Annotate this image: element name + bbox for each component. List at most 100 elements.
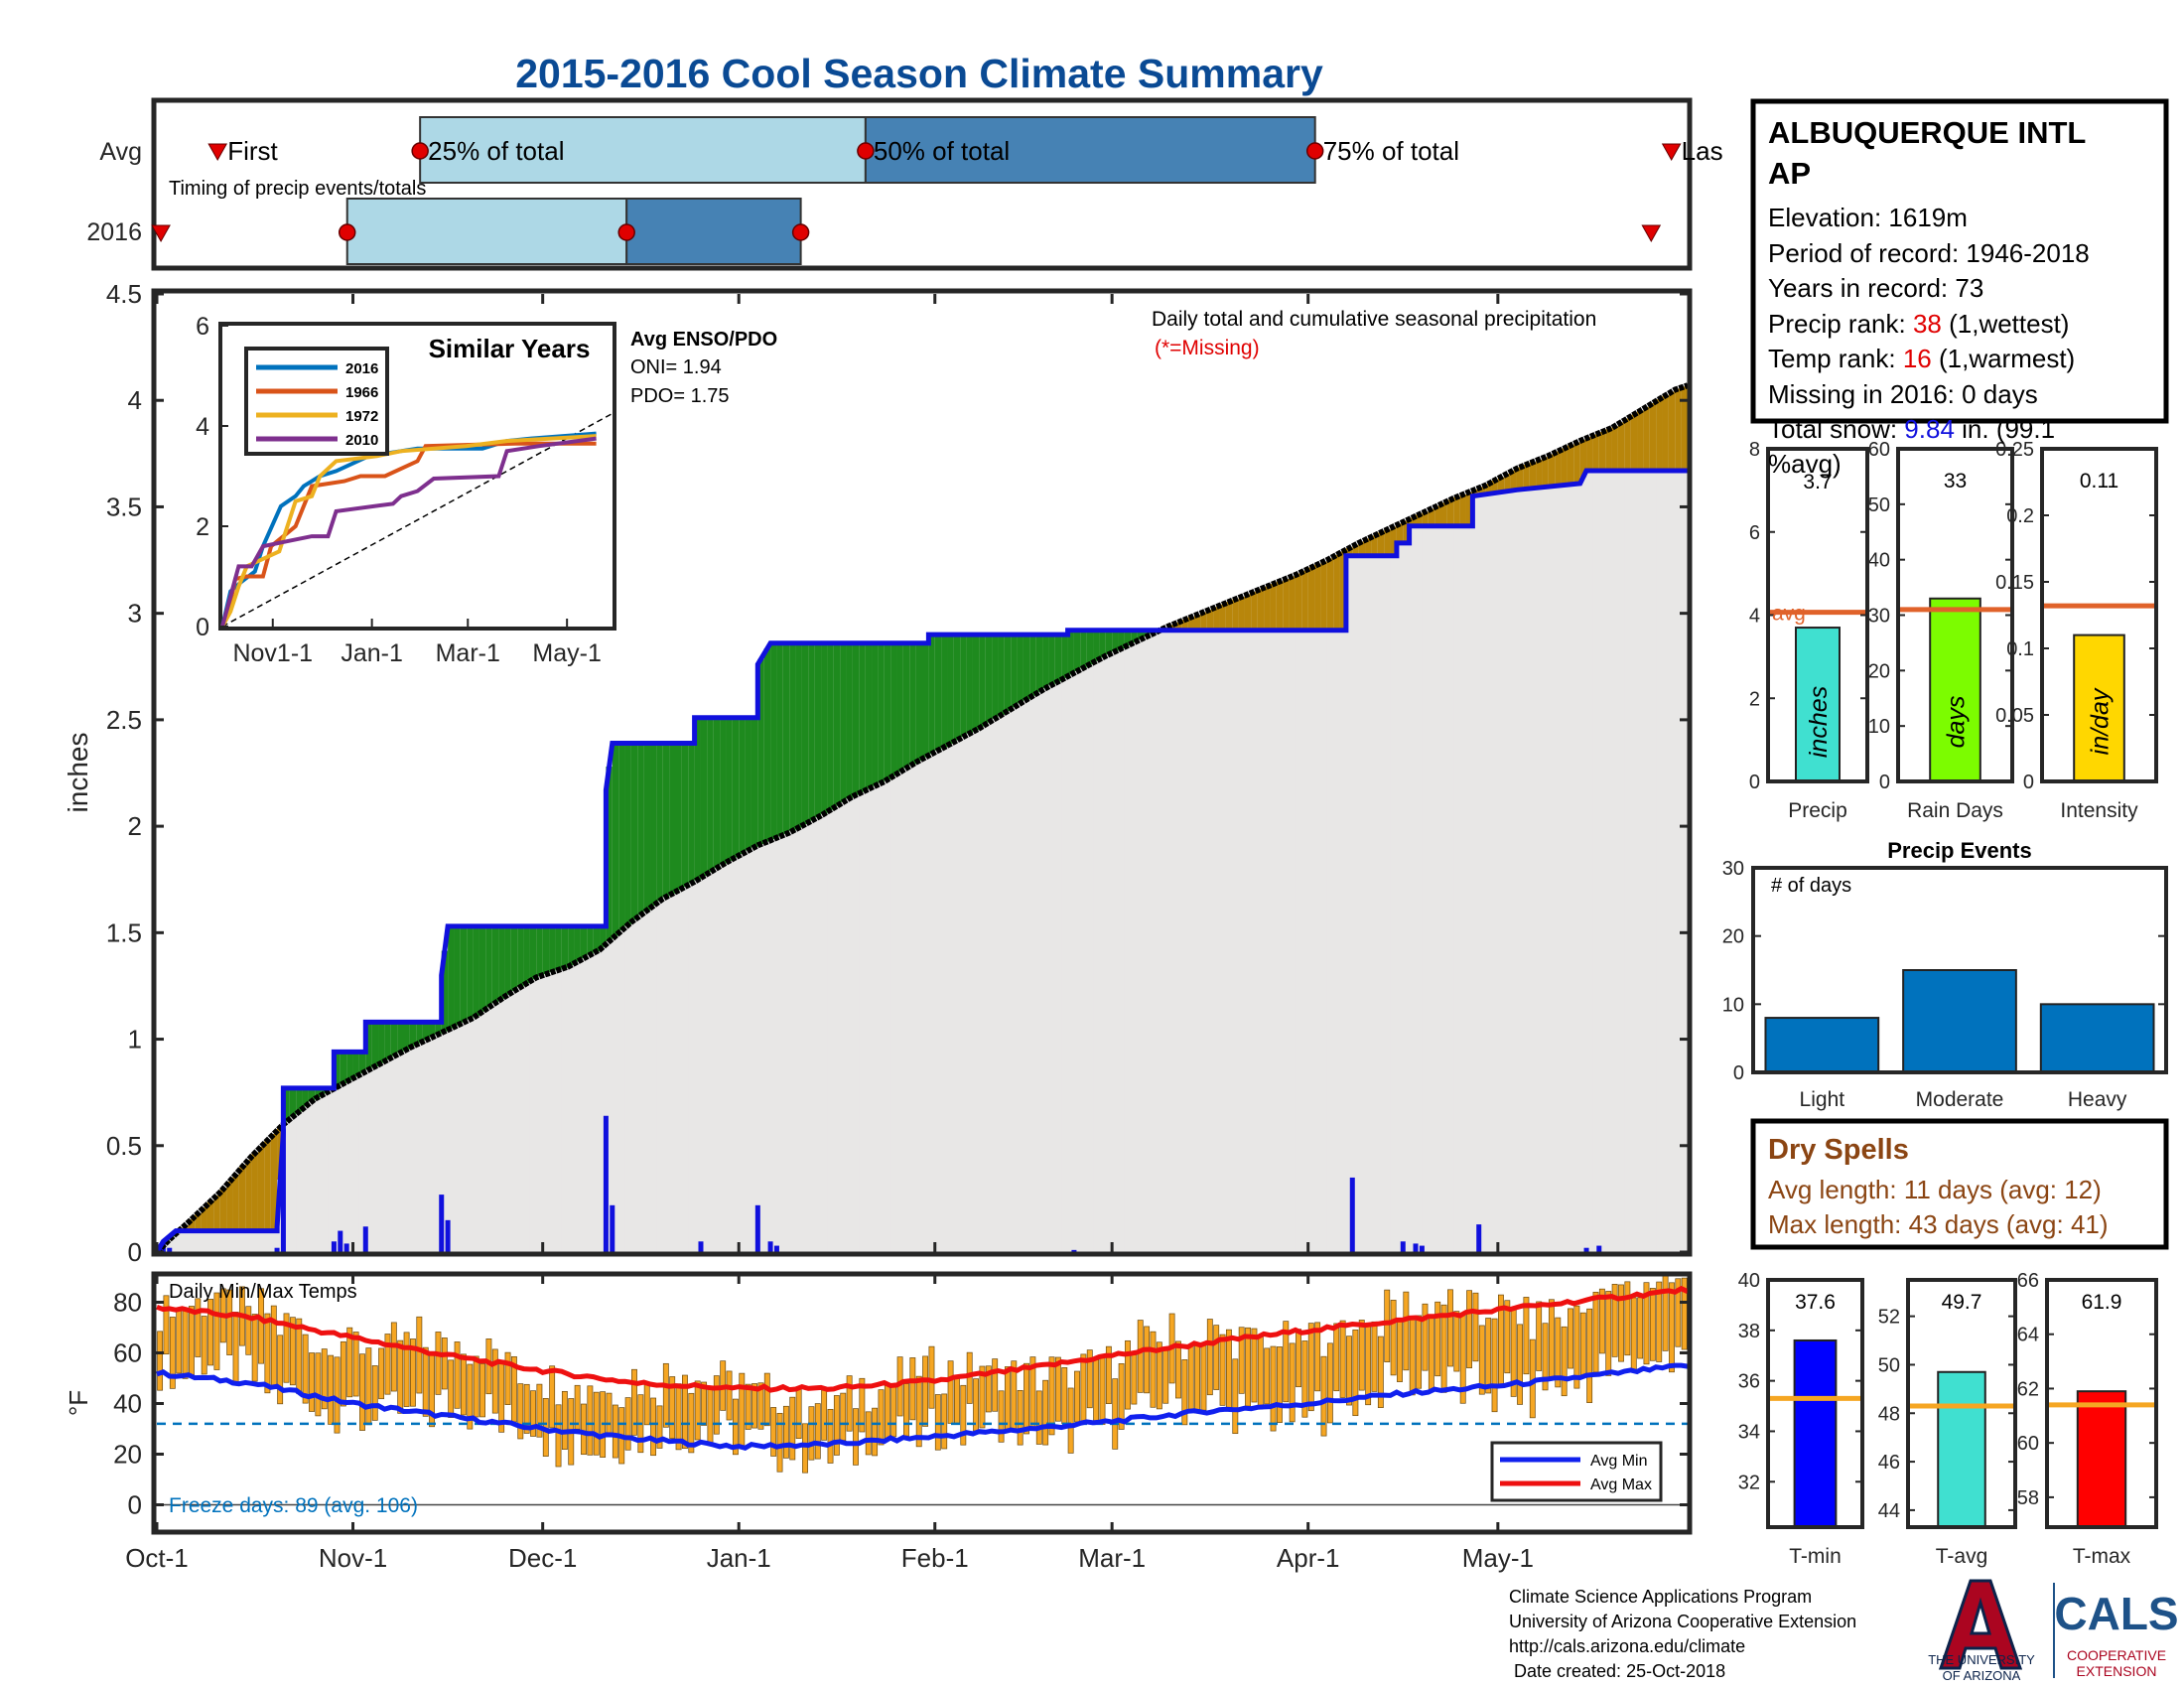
station-elevation: Elevation: 1619m bbox=[1768, 203, 1968, 232]
area-fill bbox=[510, 925, 518, 1252]
daily-temp-bar bbox=[251, 1314, 258, 1382]
below-avg-fill bbox=[1333, 554, 1341, 631]
temp-ytick-label: 0 bbox=[128, 1490, 142, 1520]
below-avg-fill bbox=[1542, 457, 1550, 488]
inset-title: Similar Years bbox=[429, 334, 591, 363]
area-fill bbox=[884, 642, 891, 1252]
daily-temp-bar bbox=[1384, 1289, 1391, 1362]
below-avg-fill bbox=[1536, 459, 1544, 489]
below-avg-fill bbox=[1516, 467, 1524, 490]
area-fill bbox=[1270, 584, 1278, 1252]
y2016-25-marker bbox=[338, 223, 356, 241]
daily-temp-bar bbox=[1219, 1334, 1226, 1406]
above-avg-fill bbox=[1004, 634, 1012, 712]
daily-temp-bar bbox=[1061, 1366, 1068, 1425]
daily-temp-bar bbox=[1630, 1297, 1637, 1372]
area-fill bbox=[745, 717, 752, 1252]
daily-temp-bar bbox=[1428, 1316, 1434, 1391]
footer-program: Climate Science Applications Program bbox=[1509, 1587, 1812, 1607]
daily-temp-bar bbox=[587, 1385, 594, 1456]
area-fill bbox=[1193, 614, 1201, 1252]
stat-ytick-label: 32 bbox=[1738, 1472, 1760, 1493]
main-ytick-label: 4.5 bbox=[106, 279, 142, 309]
below-avg-fill bbox=[251, 1153, 259, 1231]
daily-temp-bar bbox=[321, 1348, 328, 1410]
daily-temp-bar bbox=[1517, 1324, 1523, 1405]
stat-ytick-label: 40 bbox=[1868, 550, 1890, 572]
below-avg-fill bbox=[1301, 570, 1309, 631]
above-avg-fill bbox=[782, 642, 790, 834]
area-fill bbox=[1035, 634, 1043, 1252]
daily-temp-bar bbox=[865, 1411, 872, 1456]
above-avg-fill bbox=[852, 642, 860, 795]
daily-precip-bar bbox=[331, 1241, 337, 1252]
inset-xtick-label: Nov1-1 bbox=[232, 639, 313, 667]
below-avg-fill bbox=[1548, 454, 1556, 487]
daily-temp-bar bbox=[1048, 1356, 1055, 1436]
below-avg-fill bbox=[1295, 573, 1302, 631]
area-fill bbox=[1555, 451, 1563, 1252]
freeze-days-note: Freeze days: 89 (avg. 106) bbox=[169, 1494, 418, 1517]
below-avg-fill bbox=[206, 1200, 214, 1231]
below-avg-fill bbox=[1637, 410, 1644, 471]
area-fill bbox=[909, 642, 917, 1252]
daily-temp-bar bbox=[1598, 1288, 1605, 1354]
main-ytick-label: 1 bbox=[128, 1025, 142, 1055]
stat-ytick-label: 60 bbox=[1868, 439, 1890, 461]
stat-ytick-label: 30 bbox=[1868, 606, 1890, 628]
station-temp-rank: Temp rank: 16 (1,warmest) bbox=[1768, 344, 2075, 373]
daily-temp-bar bbox=[454, 1341, 461, 1409]
daily-temp-bar bbox=[1105, 1345, 1112, 1405]
stat-ytick-label: 36 bbox=[1738, 1371, 1760, 1393]
above-avg-fill bbox=[1099, 630, 1107, 658]
area-fill bbox=[1295, 573, 1302, 1252]
daily-precip-bar bbox=[1419, 1245, 1425, 1252]
daily-temp-bar bbox=[441, 1337, 448, 1390]
daily-temp-bar bbox=[195, 1298, 202, 1357]
above-avg-fill bbox=[1124, 630, 1132, 646]
daily-temp-bar bbox=[523, 1383, 530, 1434]
stat-ytick-label: 60 bbox=[2017, 1433, 2039, 1455]
daily-temp-bar bbox=[1162, 1348, 1169, 1404]
stat-ytick-label: 0.15 bbox=[1995, 572, 2034, 594]
area-fill bbox=[1668, 391, 1676, 1252]
area-fill bbox=[1206, 609, 1214, 1252]
inset-line-2010 bbox=[220, 436, 597, 628]
daily-temp-bar bbox=[1637, 1297, 1644, 1359]
below-avg-fill bbox=[1630, 414, 1638, 471]
area-fill bbox=[1459, 494, 1467, 1252]
stat-value-label: 37.6 bbox=[1795, 1291, 1836, 1314]
main-ytick-label: 4 bbox=[128, 385, 142, 415]
below-avg-fill bbox=[1352, 544, 1360, 556]
area-fill bbox=[1112, 630, 1120, 1252]
station-info-box: ALBUQUERQUE INTL AP Elevation: 1619m Per… bbox=[1750, 98, 2169, 424]
chart-title: 2015-2016 Cool Season Climate Summary bbox=[515, 51, 1323, 96]
area-fill bbox=[624, 743, 632, 1252]
above-avg-fill bbox=[763, 648, 771, 842]
above-avg-fill bbox=[1048, 634, 1056, 685]
temp-ylabel: °F bbox=[64, 1390, 93, 1416]
area-fill bbox=[1333, 554, 1341, 1252]
daily-temp-bar bbox=[1675, 1278, 1682, 1347]
xtick-label: Feb-1 bbox=[901, 1543, 969, 1573]
area-fill bbox=[555, 925, 563, 1252]
daily-temp-bar bbox=[315, 1352, 322, 1417]
dry-spells-max: Max length: 43 days (avg: 41) bbox=[1768, 1209, 2109, 1239]
daily-temp-bar bbox=[1624, 1281, 1631, 1356]
area-fill bbox=[1023, 634, 1030, 1252]
daily-temp-bar bbox=[1669, 1282, 1675, 1373]
above-avg-fill bbox=[624, 743, 632, 925]
daily-temp-bar bbox=[650, 1397, 657, 1457]
temp-legend: Avg Min Avg Max bbox=[1490, 1441, 1663, 1502]
stat-bar bbox=[2076, 1390, 2127, 1528]
above-avg-fill bbox=[998, 634, 1006, 715]
above-avg-fill bbox=[365, 1022, 373, 1070]
area-fill bbox=[302, 1087, 310, 1252]
daily-precip-bar bbox=[773, 1245, 779, 1252]
daily-temp-bar bbox=[1137, 1320, 1144, 1393]
above-avg-fill bbox=[922, 642, 929, 758]
area-fill bbox=[435, 1022, 443, 1252]
below-avg-fill bbox=[1232, 599, 1240, 631]
avg-75-marker bbox=[1305, 142, 1324, 160]
xtick-label: Oct-1 bbox=[125, 1543, 189, 1573]
